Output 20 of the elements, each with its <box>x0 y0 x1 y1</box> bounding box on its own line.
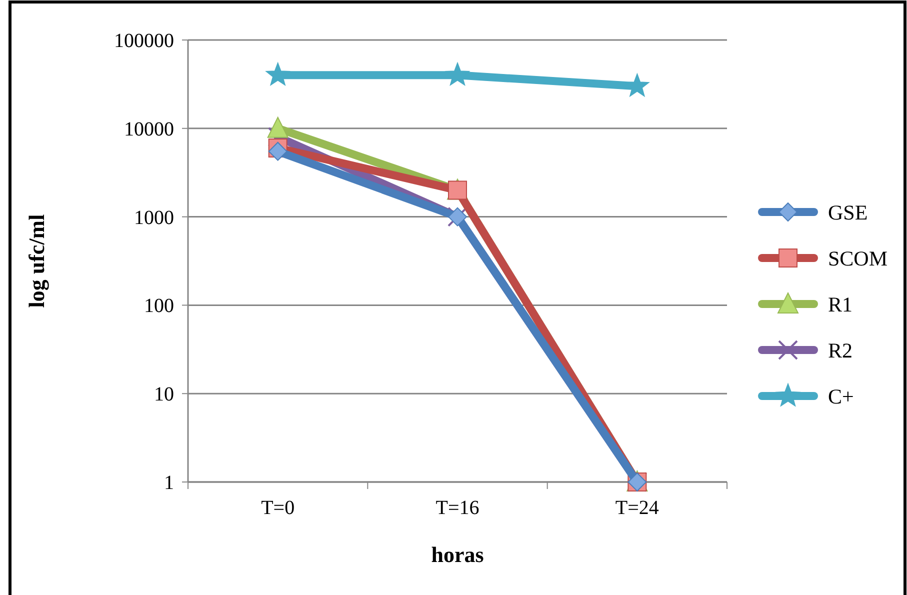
point <box>268 142 288 161</box>
y-tick-label: 100000 <box>114 30 174 52</box>
y-tick-label: 10 <box>154 384 174 406</box>
y-tick-label: 100 <box>144 295 174 318</box>
y-axis-title: log ufc/ml <box>24 214 49 308</box>
x-axis-title: horas <box>431 542 484 567</box>
legend-label: R1 <box>828 292 853 316</box>
legend-label: GSE <box>828 200 868 224</box>
x-tick-label: T=0 <box>261 497 295 519</box>
y-tick-label: 10000 <box>124 118 174 140</box>
point <box>266 62 290 86</box>
legend-label: SCOM <box>828 246 888 270</box>
y-tick-label: 1 <box>164 472 174 494</box>
point <box>446 62 470 86</box>
point <box>448 180 467 200</box>
legend-label: C+ <box>828 384 854 408</box>
x-tick-label: T=16 <box>436 497 480 519</box>
y-tick-label: 1000 <box>134 206 174 229</box>
legend-label: R2 <box>828 338 853 362</box>
x-tick-label: T=24 <box>615 497 659 519</box>
